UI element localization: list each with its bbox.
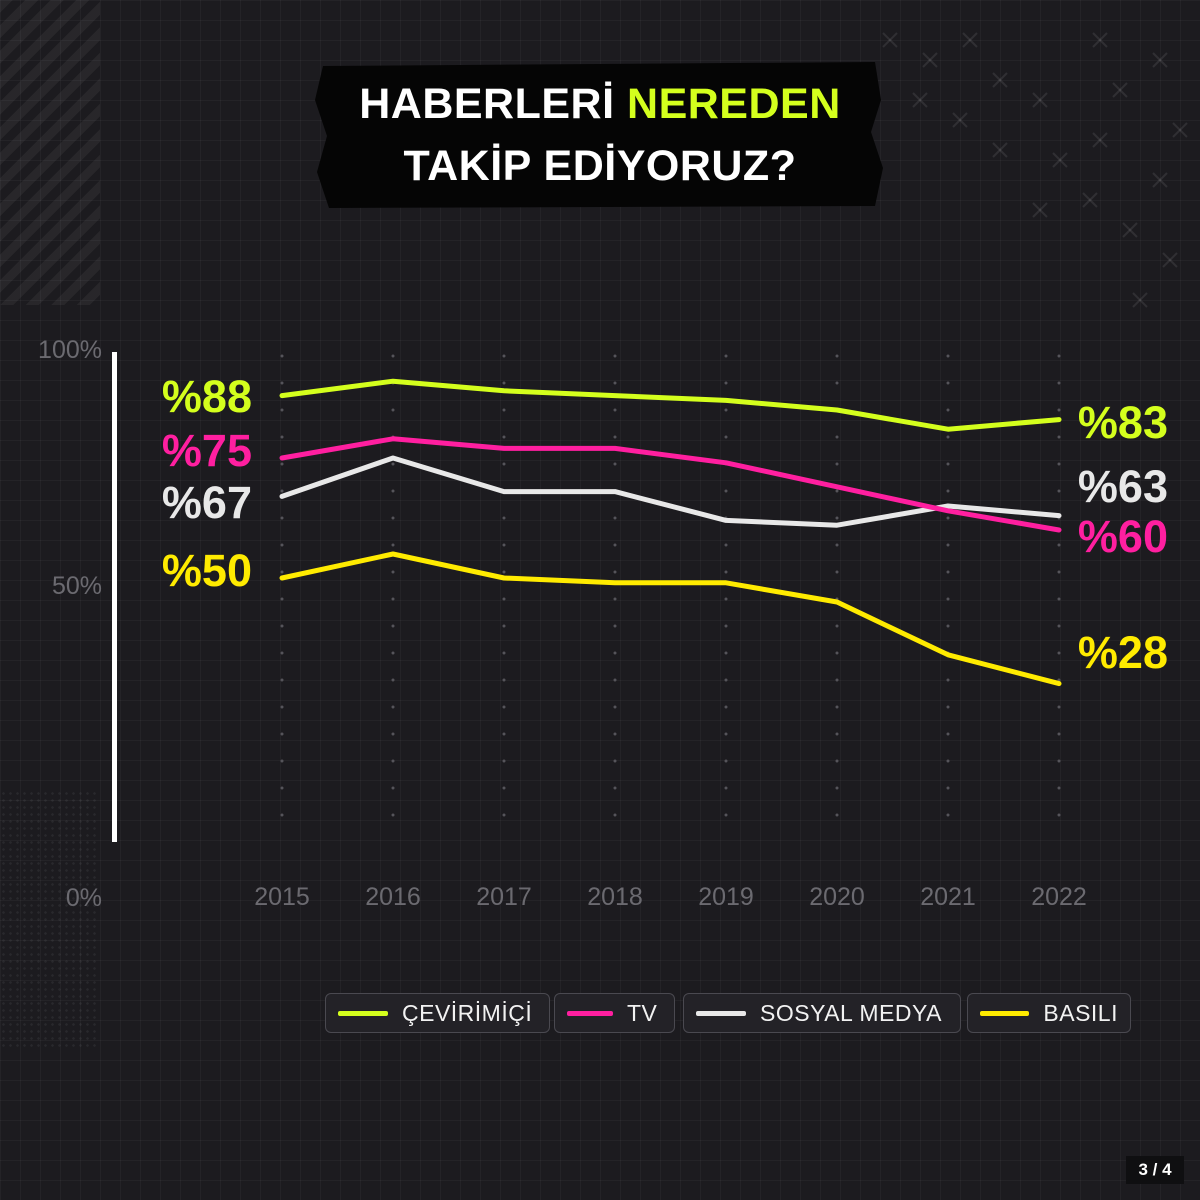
cross-mark bbox=[882, 32, 898, 48]
end-label-tv: %60 bbox=[1078, 511, 1168, 562]
cross-mark bbox=[992, 142, 1008, 158]
legend-item-print[interactable]: BASILI bbox=[967, 993, 1131, 1033]
legend-label: SOSYAL MEDYA bbox=[760, 999, 942, 1026]
x-tick-label: 2022 bbox=[1031, 883, 1087, 911]
cross-mark bbox=[1112, 82, 1128, 98]
x-tick-label: 2016 bbox=[365, 883, 421, 911]
cross-mark bbox=[1092, 32, 1108, 48]
x-tick-label: 2020 bbox=[809, 883, 865, 911]
cross-mark bbox=[1082, 192, 1098, 208]
start-label-online: %88 bbox=[162, 371, 252, 422]
series-line-social bbox=[279, 455, 1062, 528]
cross-mark bbox=[1052, 152, 1068, 168]
start-label-social: %67 bbox=[162, 477, 252, 528]
x-tick-label: 2021 bbox=[920, 883, 976, 911]
y-tick-label: 50% bbox=[52, 572, 102, 600]
legend-label: ÇEVİRİMİÇİ bbox=[402, 999, 533, 1026]
cross-pattern-decoration bbox=[882, 32, 1188, 308]
y-axis-line bbox=[112, 352, 117, 842]
y-tick-label: 100% bbox=[38, 336, 102, 364]
legend-label: BASILI bbox=[1043, 999, 1118, 1026]
start-label-tv: %75 bbox=[162, 425, 252, 476]
x-tick-label: 2017 bbox=[476, 883, 532, 911]
x-tick-label: 2018 bbox=[587, 883, 643, 911]
cross-mark bbox=[1032, 92, 1048, 108]
page-indicator[interactable]: 3 / 4 bbox=[1126, 1156, 1184, 1184]
brush-stroke-background bbox=[315, 62, 883, 208]
legend-item-tv[interactable]: TV bbox=[554, 993, 675, 1033]
cross-mark bbox=[992, 72, 1008, 88]
title-accent-text: NEREDEN bbox=[627, 80, 841, 128]
diagonal-stripes-decoration bbox=[0, 0, 100, 305]
end-label-social: %63 bbox=[1078, 461, 1168, 512]
cross-mark bbox=[952, 112, 968, 128]
y-tick-label: 0% bbox=[66, 884, 102, 912]
cross-mark bbox=[922, 52, 938, 68]
cross-mark bbox=[912, 92, 928, 108]
cross-mark bbox=[1152, 172, 1168, 188]
legend-swatch bbox=[567, 1010, 613, 1016]
cross-mark bbox=[962, 32, 978, 48]
title-block: HABERLERİ NEREDEN TAKİP EDİYORUZ? bbox=[315, 60, 885, 210]
x-tick-label: 2019 bbox=[698, 883, 754, 911]
end-label-online: %83 bbox=[1078, 397, 1168, 448]
cross-mark bbox=[1172, 122, 1188, 138]
series-line-print bbox=[279, 551, 1062, 687]
legend-swatch bbox=[696, 1010, 746, 1016]
legend-item-social[interactable]: SOSYAL MEDYA bbox=[683, 993, 961, 1033]
cross-mark bbox=[1092, 132, 1108, 148]
legend-item-online[interactable]: ÇEVİRİMİÇİ bbox=[325, 993, 550, 1033]
title-text: HABERLERİ bbox=[359, 80, 628, 128]
legend-swatch bbox=[338, 1010, 388, 1016]
cross-mark bbox=[1032, 202, 1048, 218]
end-label-print: %28 bbox=[1078, 627, 1168, 678]
cross-mark bbox=[1122, 222, 1138, 238]
legend-swatch bbox=[980, 1010, 1030, 1016]
cross-mark bbox=[1162, 252, 1178, 268]
dot-pattern-decoration bbox=[0, 790, 100, 1050]
cross-mark bbox=[1152, 52, 1168, 68]
start-label-print: %50 bbox=[162, 545, 252, 596]
series-line-online bbox=[279, 378, 1062, 432]
series-line-tv bbox=[279, 436, 1062, 533]
x-tick-label: 2015 bbox=[254, 883, 310, 911]
title-line-2: TAKİP EDİYORUZ? bbox=[403, 142, 797, 190]
cross-mark bbox=[1132, 292, 1148, 308]
title-line-1: HABERLERİ NEREDEN bbox=[315, 80, 885, 129]
legend-label: TV bbox=[627, 999, 658, 1026]
